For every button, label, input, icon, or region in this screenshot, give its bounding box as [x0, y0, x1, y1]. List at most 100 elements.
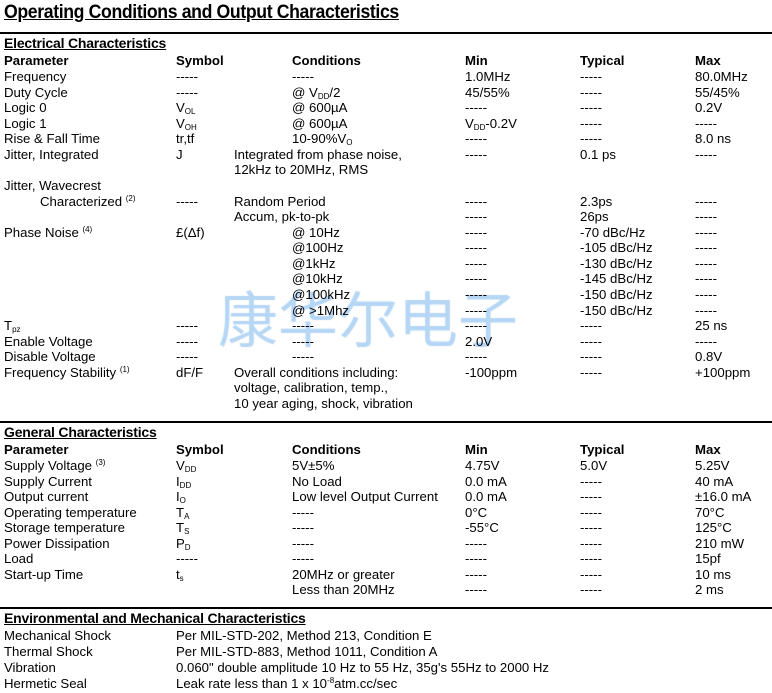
cell-typical: ----- — [580, 100, 602, 116]
cell-parameter: Characterized (2) — [40, 193, 136, 209]
cell-max: 80.0MHz — [695, 69, 748, 84]
cell-max: ----- — [695, 193, 717, 209]
cell-typical: ----- — [580, 582, 602, 597]
cell-parameter: Supply Current — [4, 473, 92, 489]
cell-typical: 26ps — [580, 209, 609, 225]
cell-typical: -150 dBc/Hz — [580, 302, 653, 318]
cell-conditions: @100Hz — [292, 240, 344, 256]
cell-parameter: Jitter, Wavecrest — [4, 177, 101, 193]
cell-max: 125°C — [695, 520, 732, 535]
cell-typical: ----- — [580, 318, 602, 334]
cell-max: ----- — [695, 146, 717, 162]
cell-min: ----- — [465, 535, 487, 551]
cell-conditions: 20MHz or greater — [292, 566, 395, 582]
cell-typical: -145 dBc/Hz — [580, 271, 653, 287]
divider — [0, 607, 772, 609]
cell-conditions: @ 600µA — [292, 115, 348, 131]
cell-parameter: Disable Voltage — [4, 349, 96, 365]
cell-parameter: Jitter, Integrated — [4, 146, 99, 162]
cell-symbol: TA — [176, 504, 190, 521]
cell-parameter: Frequency Stability (1) — [4, 364, 130, 380]
table-row: Logic 0 VOL @ 600µA ----- ----- 0.2V — [0, 100, 772, 117]
cell-conditions: ----- — [292, 520, 314, 535]
cell-min: ----- — [465, 318, 487, 334]
cell-conditions: 10 year aging, shock, vibration — [234, 395, 413, 411]
cell-symbol: IO — [176, 489, 186, 505]
cell-conditions: @ 10Hz — [292, 224, 340, 240]
cell-conditions: @10kHz — [292, 271, 343, 287]
table-row: Characterized (2) ----- Random Period -----… — [0, 194, 772, 209]
cell-min: ----- — [465, 146, 487, 162]
table-row: Frequency ----- ----- 1.0MHz ----- 80.0MHz — [0, 69, 772, 84]
cell-symbol: VOH — [176, 115, 197, 132]
cell-parameter: Logic 1 — [4, 115, 47, 131]
cell-conditions: @1kHz — [292, 255, 336, 271]
cell-typical: ----- — [580, 520, 602, 535]
table-row: Storage temperature TS ----- -55°C ----- 125°… — [0, 520, 772, 536]
cell-conditions: ----- — [292, 318, 314, 334]
cell-min: ----- — [465, 271, 487, 287]
cell-max: ----- — [695, 240, 717, 256]
cell-max: ----- — [695, 209, 717, 225]
table-row: Accum, pk-to-pk ----- 26ps ----- — [0, 209, 772, 224]
cell-parameter: Power Dissipation — [4, 535, 110, 551]
cell-max: ----- — [695, 255, 717, 271]
header-conditions: Conditions — [292, 53, 361, 68]
header-parameter: Parameter — [4, 53, 69, 68]
cell-symbol: £(Δf) — [176, 224, 205, 240]
cell-max: ----- — [695, 333, 717, 349]
cell-min: 2.0V — [465, 333, 493, 349]
table-row: @10kHz ----- -145 dBc/Hz ----- — [0, 271, 772, 286]
section-heading-electrical: Electrical Characteristics — [4, 35, 167, 51]
table-row: Less than 20MHz ----- ----- 2 ms — [0, 582, 772, 597]
cell-max: 0.8V — [695, 349, 723, 365]
cell-conditions: Accum, pk-to-pk — [234, 209, 330, 225]
cell-conditions: 5V±5% — [292, 458, 335, 473]
cell-symbol: 0.060" double amplitude 10 Hz to 55 Hz, … — [176, 660, 550, 675]
cell-typical: ----- — [580, 489, 602, 504]
cell-symbol: VOL — [176, 100, 196, 117]
cell-symbol: dF/F — [176, 364, 204, 380]
cell-max: 210 mW — [695, 535, 745, 551]
table-row: Hermetic Seal Leak rate less than 1 x 10-… — [0, 676, 772, 691]
cell-symbol: ----- — [176, 333, 198, 349]
cell-conditions: Integrated from phase noise, — [234, 146, 402, 162]
cell-min: 0°C — [465, 504, 488, 520]
section-heading-environmental: Environmental and Mechanical Characteris… — [4, 610, 306, 626]
cell-typical: -105 dBc/Hz — [580, 240, 653, 256]
cell-max: ----- — [695, 224, 717, 240]
cell-parameter: Vibration — [4, 660, 56, 675]
cell-conditions: 10-90%VO — [292, 131, 353, 148]
cell-max: 55/45% — [695, 84, 740, 100]
table-row: 12kHz to 20MHz, RMS — [0, 162, 772, 177]
header-typical: Typical — [580, 442, 625, 457]
cell-parameter: Phase Noise (4) — [4, 224, 93, 240]
table-row: Load ----- ----- ----- ----- 15pf — [0, 551, 772, 566]
cell-parameter: Duty Cycle — [4, 84, 68, 100]
cell-max: 70°C — [695, 504, 725, 520]
cell-symbol: ----- — [176, 318, 198, 334]
table-row: Power Dissipation PD ----- ----- ----- 210 mW — [0, 535, 772, 552]
cell-typical: ----- — [580, 504, 602, 520]
table-row: Jitter, Integrated J Integrated from phase… — [0, 147, 772, 162]
cell-conditions: ----- — [292, 69, 314, 84]
cell-typical: ----- — [580, 535, 602, 551]
header-symbol: Symbol — [176, 442, 224, 457]
cell-max: +100ppm — [695, 364, 751, 380]
cell-conditions: Low level Output Current — [292, 489, 438, 504]
cell-conditions: @100kHz — [292, 286, 351, 302]
divider — [0, 32, 772, 34]
cell-max: 8.0 ns — [695, 131, 731, 147]
section-heading-general: General Characteristics — [4, 424, 157, 440]
cell-min: ----- — [465, 286, 487, 302]
page-title: Operating Conditions and Output Characte… — [4, 2, 399, 23]
table-row: Thermal Shock Per MIL-STD-883, Method 101… — [0, 644, 772, 659]
cell-symbol: Leak rate less than 1 x 10-8atm.cc/sec — [176, 676, 398, 691]
table-row: Disable Voltage ----- ----- ----- ----- 0.8V — [0, 349, 772, 364]
cell-max: ±16.0 mA — [695, 489, 752, 504]
table-row: @ >1Mhz ----- -150 dBc/Hz ----- — [0, 303, 772, 318]
cell-max: 25 ns — [695, 318, 728, 334]
cell-min: -55°C — [465, 520, 499, 535]
cell-min: ----- — [465, 566, 487, 582]
cell-max: ----- — [695, 115, 717, 131]
